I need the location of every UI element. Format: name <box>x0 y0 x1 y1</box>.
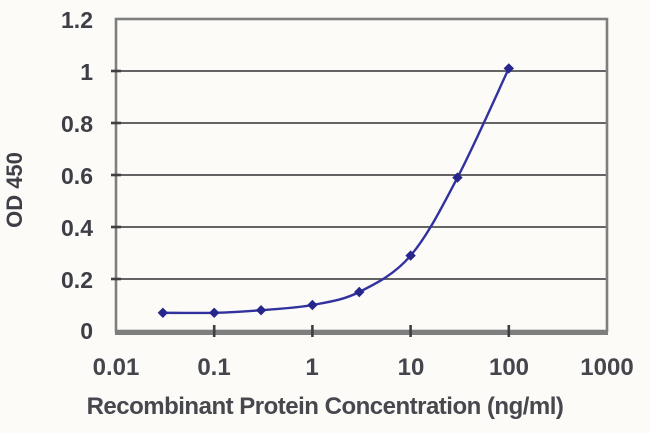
x-tick-label: 0.1 <box>197 354 231 381</box>
y-tick-label: 0.4 <box>61 215 93 241</box>
data-point-marker <box>405 250 416 261</box>
data-point-marker <box>157 307 169 318</box>
y-tick-label: 0.8 <box>61 111 93 137</box>
x-axis-title: Recombinant Protein Concentration (ng/ml… <box>86 393 564 420</box>
x-tick-label: 1 <box>305 354 319 381</box>
y-tick-label: 1.2 <box>61 7 93 33</box>
data-point-marker <box>209 307 220 318</box>
y-tick-label: 0 <box>80 318 93 344</box>
data-point-marker <box>452 172 463 183</box>
data-point-marker <box>307 299 318 311</box>
y-tick-label: 1 <box>80 59 93 85</box>
x-tick-label: 10 <box>397 354 425 381</box>
data-point-marker <box>354 286 365 298</box>
data-point-marker <box>255 305 267 316</box>
x-tick-label: 100 <box>488 354 530 381</box>
data-point-marker <box>503 63 514 74</box>
curve-line <box>162 67 510 315</box>
x-tick-label: 1000 <box>580 354 634 381</box>
y-tick-label: 0.2 <box>61 267 93 293</box>
x-tick-label: 0.01 <box>92 354 140 381</box>
y-tick-label: 0.6 <box>61 163 93 189</box>
